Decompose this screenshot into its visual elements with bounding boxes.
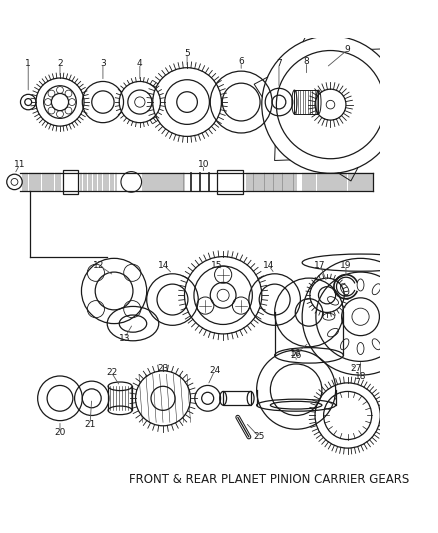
Text: 15: 15 (212, 261, 223, 270)
Text: 26: 26 (290, 351, 302, 360)
Text: 14: 14 (158, 261, 170, 270)
Text: 3: 3 (100, 59, 106, 68)
Text: 27: 27 (350, 364, 362, 373)
Text: 24: 24 (209, 366, 220, 375)
Text: 10: 10 (198, 160, 209, 169)
Text: 21: 21 (85, 419, 96, 429)
Text: 22: 22 (106, 368, 117, 377)
Text: 16: 16 (290, 349, 302, 358)
Text: 9: 9 (345, 45, 350, 54)
Bar (223, 391, 251, 405)
Text: 19: 19 (340, 261, 352, 270)
Bar (217, 170, 243, 194)
Text: 14: 14 (263, 261, 274, 270)
Text: 11: 11 (14, 160, 25, 169)
Text: 2: 2 (57, 59, 63, 68)
Text: 8: 8 (304, 57, 309, 66)
Text: 18: 18 (355, 373, 366, 381)
Text: 4: 4 (137, 59, 143, 68)
Text: FRONT & REAR PLANET PINION CARRIER GEARS: FRONT & REAR PLANET PINION CARRIER GEARS (129, 473, 409, 487)
Bar (294, 90, 318, 114)
Text: 6: 6 (238, 57, 244, 66)
Text: 20: 20 (54, 428, 66, 437)
Text: 25: 25 (254, 432, 265, 441)
Text: 7: 7 (276, 59, 282, 68)
Text: 1: 1 (25, 59, 31, 68)
Bar (63, 170, 78, 194)
Text: 5: 5 (184, 49, 190, 58)
Text: 23: 23 (157, 364, 169, 373)
Text: 13: 13 (119, 334, 130, 343)
Text: 17: 17 (314, 261, 326, 270)
Text: 12: 12 (93, 261, 104, 270)
